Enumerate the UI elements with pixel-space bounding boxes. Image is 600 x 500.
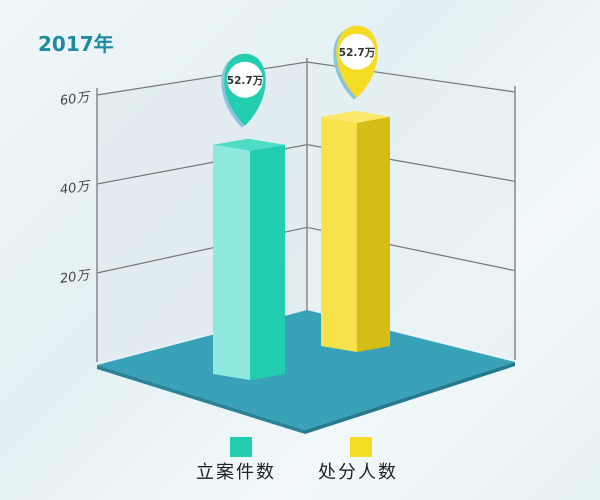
y-tick-label: 20万 <box>59 268 92 287</box>
bar-side-face <box>250 144 285 380</box>
bar-front-face <box>213 144 250 380</box>
pin-circle <box>339 33 375 70</box>
floor-edge-right <box>305 362 515 434</box>
floor-edge-left <box>97 365 305 434</box>
bar-side-face <box>357 116 390 352</box>
chart-title: 2017年 <box>38 32 114 56</box>
bar-0 <box>213 138 285 380</box>
bar-1 <box>321 110 390 352</box>
floor <box>97 310 515 430</box>
data-label: 52.7万 <box>227 75 264 87</box>
legend-label-persons: 处分人数 <box>318 462 398 483</box>
value-pin-0: 52.7万 <box>221 53 266 128</box>
legend-swatch-persons <box>350 437 372 457</box>
legend-swatch-cases <box>230 437 252 457</box>
bar-top-face <box>213 138 285 151</box>
y-tick-label: 40万 <box>59 179 92 198</box>
data-label: 52.7万 <box>339 47 376 59</box>
value-pin-1: 52.7万 <box>333 25 378 100</box>
bar-top-face <box>321 110 390 123</box>
y-tick-label: 60万 <box>59 90 92 109</box>
legend-label-cases: 立案件数 <box>196 462 276 483</box>
bar-front-face <box>321 116 357 352</box>
pin-circle <box>227 61 263 98</box>
